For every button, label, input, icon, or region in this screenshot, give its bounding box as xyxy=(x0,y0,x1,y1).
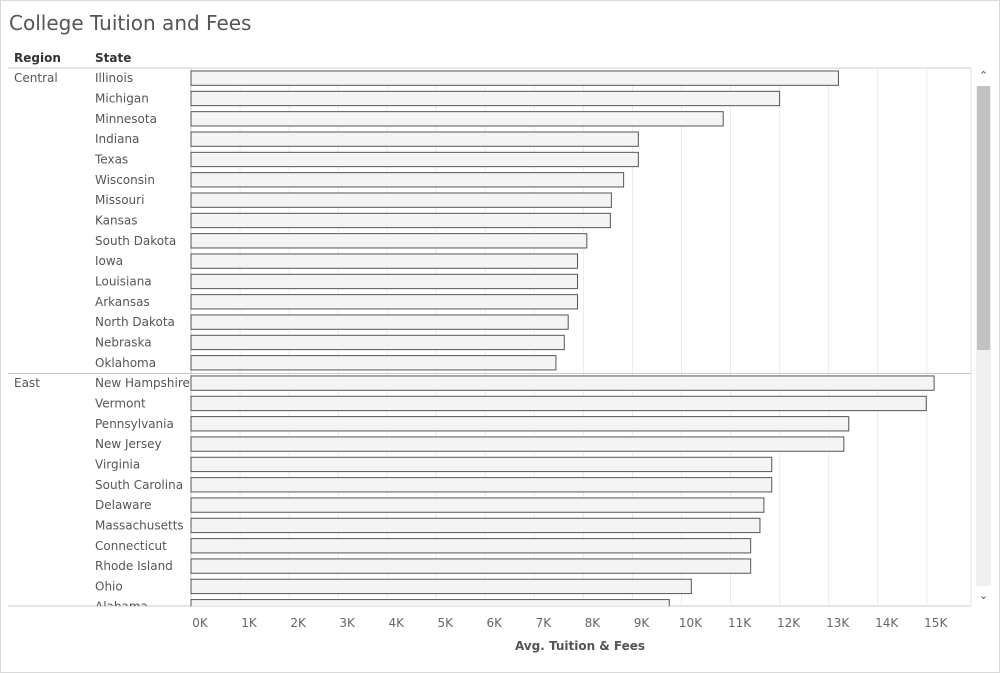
chart-rows: Central Illinois Michigan Minnesota Indiana T… xyxy=(8,70,971,614)
bar[interactable] xyxy=(190,253,579,269)
state-column-header: State xyxy=(95,51,132,65)
bar[interactable] xyxy=(190,192,612,208)
state-label: Kansas xyxy=(95,213,137,227)
bar[interactable] xyxy=(190,497,765,513)
bar[interactable] xyxy=(190,375,935,391)
state-label: South Carolina xyxy=(95,478,183,492)
bar[interactable] xyxy=(190,436,845,452)
state-label: New Hampshire xyxy=(95,376,190,390)
region-label: Central xyxy=(14,71,58,85)
chevron-up-icon[interactable]: ⌃ xyxy=(978,69,989,82)
state-label: Pennsylvania xyxy=(95,417,174,431)
bar[interactable] xyxy=(190,599,670,614)
x-tick-label: 3K xyxy=(339,616,356,630)
x-tick-label: 1K xyxy=(241,616,258,630)
x-tick-label: 10K xyxy=(679,616,703,630)
state-label: Missouri xyxy=(95,193,144,207)
x-tick-label: 2K xyxy=(290,616,307,630)
bar[interactable] xyxy=(190,314,569,330)
x-tick-label: 15K xyxy=(924,616,948,630)
x-tick-label: 4K xyxy=(388,616,405,630)
bar[interactable] xyxy=(190,558,752,574)
state-label: Arkansas xyxy=(95,295,150,309)
bar[interactable] xyxy=(190,416,850,432)
bar[interactable] xyxy=(190,151,639,168)
state-label: Vermont xyxy=(95,396,146,410)
x-tick-label: 0K xyxy=(192,616,209,630)
state-label: Michigan xyxy=(95,91,149,105)
bar[interactable] xyxy=(190,477,773,493)
state-label: Connecticut xyxy=(95,539,167,553)
region-label: East xyxy=(14,376,40,390)
state-label: Texas xyxy=(94,152,128,166)
state-label: South Dakota xyxy=(95,234,176,248)
state-label: North Dakota xyxy=(95,315,175,329)
bar[interactable] xyxy=(190,212,611,229)
x-tick-label: 14K xyxy=(875,616,899,630)
scrollbar-thumb[interactable] xyxy=(977,86,990,350)
bar[interactable] xyxy=(190,517,761,534)
x-tick-label: 6K xyxy=(487,616,504,630)
bar[interactable] xyxy=(190,70,839,86)
x-tick-label: 9K xyxy=(634,616,651,630)
bar[interactable] xyxy=(190,578,692,595)
state-label: Oklahoma xyxy=(95,356,156,370)
x-axis-title: Avg. Tuition & Fees xyxy=(514,639,646,653)
state-label: New Jersey xyxy=(95,437,162,451)
bar[interactable] xyxy=(190,294,579,310)
x-tick-label: 7K xyxy=(536,616,553,630)
x-tick-label: 13K xyxy=(826,616,850,630)
x-tick-label: 11K xyxy=(728,616,752,630)
state-label: Louisiana xyxy=(95,274,152,288)
x-tick-label: 5K xyxy=(437,616,454,630)
x-tick-label: 8K xyxy=(585,616,602,630)
bar[interactable] xyxy=(190,395,927,412)
bar[interactable] xyxy=(190,538,752,554)
state-label: Alabama xyxy=(95,600,148,614)
state-label: Virginia xyxy=(95,457,140,471)
state-label: Iowa xyxy=(95,254,123,268)
state-label: Delaware xyxy=(95,498,152,512)
bar[interactable] xyxy=(190,131,639,147)
region-column-header: Region xyxy=(14,51,61,65)
state-label: Rhode Island xyxy=(95,559,173,573)
state-label: Wisconsin xyxy=(95,173,155,187)
state-label: Massachusetts xyxy=(95,518,184,532)
bar[interactable] xyxy=(190,172,625,188)
bar[interactable] xyxy=(190,334,565,351)
state-label: Indiana xyxy=(95,132,139,146)
chevron-down-icon[interactable]: ⌄ xyxy=(978,589,989,602)
bar[interactable] xyxy=(190,273,579,290)
bar[interactable] xyxy=(190,456,773,473)
state-label: Ohio xyxy=(95,579,123,593)
bar[interactable] xyxy=(190,233,588,249)
state-label: Nebraska xyxy=(95,335,152,349)
x-tick-label: 12K xyxy=(777,616,801,630)
bar[interactable] xyxy=(190,90,781,107)
bar[interactable] xyxy=(190,111,724,127)
state-label: Illinois xyxy=(95,71,133,85)
state-label: Minnesota xyxy=(95,112,157,126)
chart-title: College Tuition and Fees xyxy=(9,11,252,35)
bar[interactable] xyxy=(190,355,557,371)
